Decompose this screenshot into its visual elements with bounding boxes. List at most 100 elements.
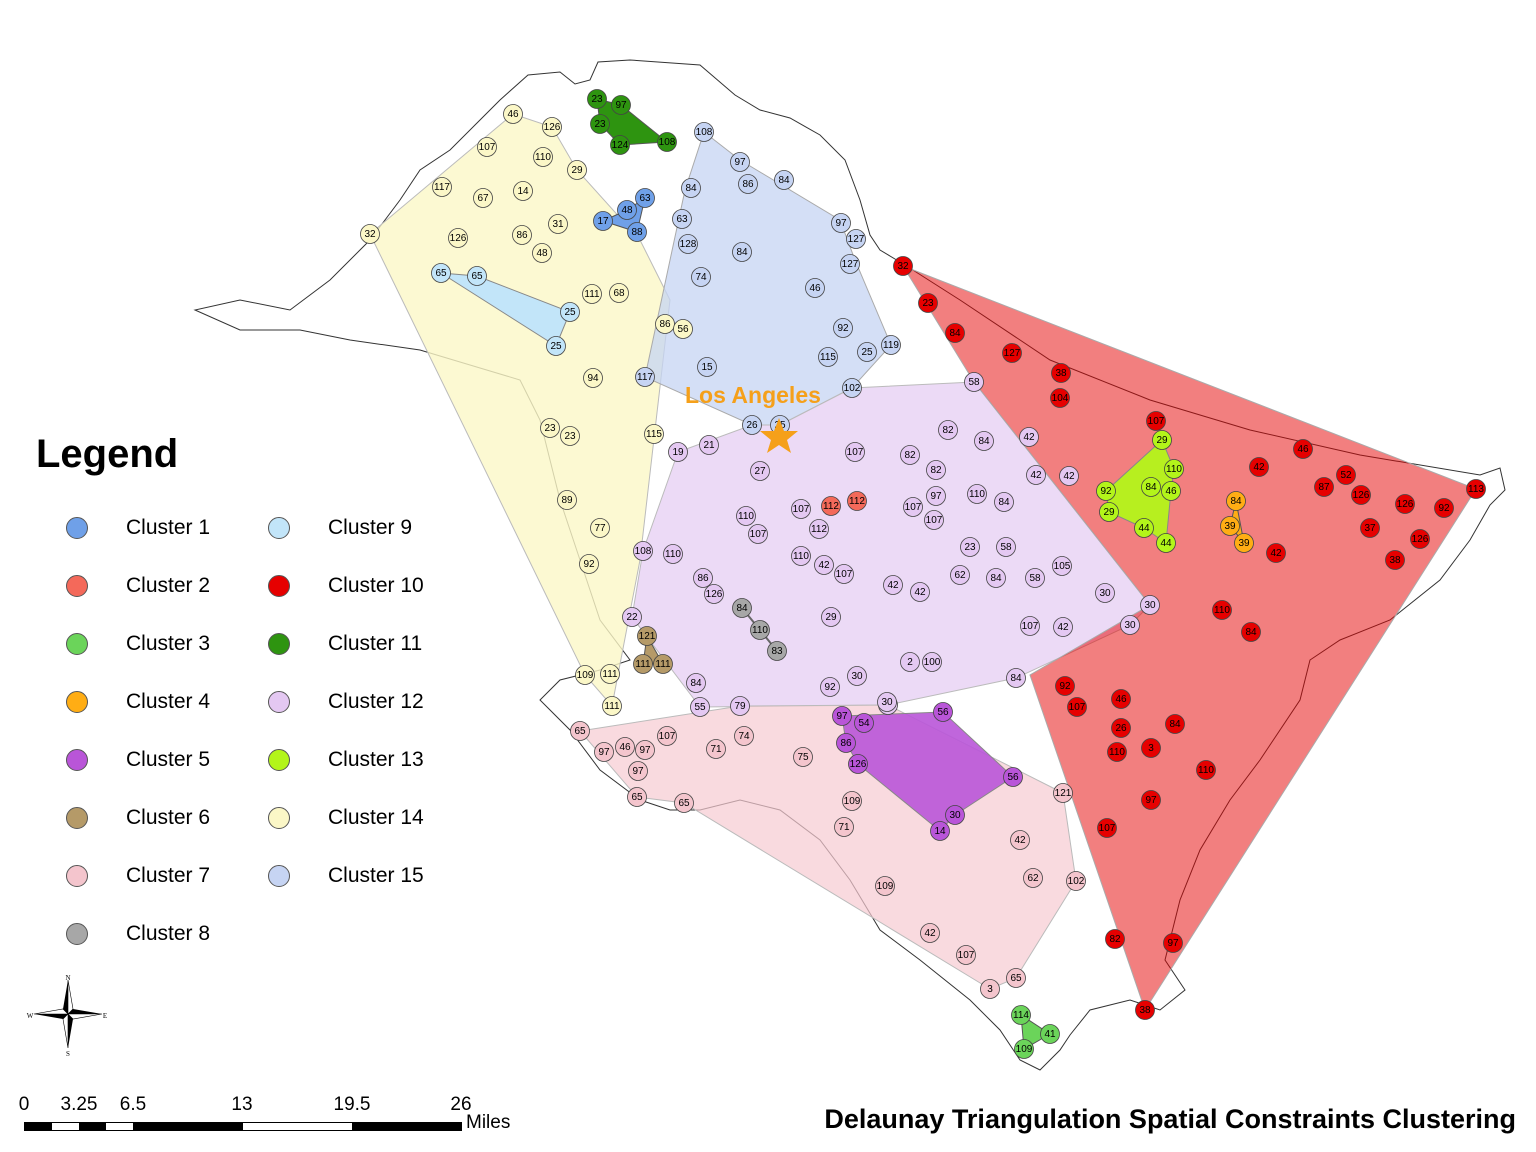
cluster-12-point-label: 55 (694, 702, 706, 713)
cluster-7-point-label: 102 (1068, 876, 1085, 887)
cluster-12-point-label: 42 (1063, 471, 1075, 482)
legend-swatch (268, 633, 290, 655)
cluster-14-point (360, 224, 380, 244)
cluster-7-point-label: 71 (710, 744, 722, 755)
cluster-10-point (1360, 518, 1380, 538)
cluster-14-point (512, 225, 532, 245)
cluster-10-point-label: 32 (897, 261, 909, 272)
cluster-12-point (903, 497, 923, 517)
cluster-12-point-label: 23 (964, 542, 976, 553)
cluster-13-point-label: 46 (1165, 486, 1177, 497)
cluster-12-point (663, 544, 683, 564)
cluster-15-point-label: 128 (680, 239, 697, 250)
cluster-12-point (814, 555, 834, 575)
cluster-10-point (1141, 790, 1161, 810)
cluster-12-point (996, 537, 1016, 557)
cluster-14-point-label: 115 (646, 429, 662, 440)
scale-tick-label: 3.25 (60, 1094, 98, 1115)
cluster-10-point-label: 97 (1167, 938, 1179, 949)
cluster-12-point (622, 607, 642, 627)
cluster-10-point-label: 42 (1253, 462, 1265, 473)
cluster-15-point (697, 357, 717, 377)
cluster-14-point-label: 111 (602, 669, 618, 680)
cluster-10-point (1141, 738, 1161, 758)
legend-item-cluster-2: Cluster 2 (66, 571, 210, 601)
cluster-12-point (1020, 616, 1040, 636)
cluster-14-point-label: 86 (659, 319, 671, 330)
cluster-12-point-label: 110 (738, 511, 754, 522)
legend-title: Legend (36, 432, 179, 476)
legend-label: Cluster 15 (328, 864, 424, 887)
cluster-12-point (1026, 465, 1046, 485)
cluster-10-point-label: 84 (1169, 719, 1181, 730)
cluster-5-point (832, 706, 852, 726)
cluster-12-point (994, 492, 1014, 512)
cluster-10-point (1051, 363, 1071, 383)
cluster-13-point-label: 110 (1166, 464, 1182, 475)
cluster-14-point (448, 228, 468, 248)
cluster-5-point (854, 713, 874, 733)
legend-swatch (66, 923, 88, 945)
cluster-13-point (1099, 502, 1119, 522)
cluster-14-point (644, 424, 664, 444)
legend-item-cluster-5: Cluster 5 (66, 745, 210, 775)
cluster-15-point (833, 318, 853, 338)
cluster-7-point (920, 923, 940, 943)
cluster-15-point-label: 117 (637, 372, 653, 383)
cluster-10-point-label: 107 (1148, 416, 1165, 427)
cluster-12-point-label: 30 (881, 697, 893, 708)
cluster-12-point (986, 568, 1006, 588)
cluster-7-point (628, 761, 648, 781)
cluster-13-point (1161, 481, 1181, 501)
cluster-10-point (1266, 543, 1286, 563)
cluster-12-point (699, 435, 719, 455)
cluster-10-point (1146, 411, 1166, 431)
cluster-7-point (635, 740, 655, 760)
cluster-14-point (567, 160, 587, 180)
legend-swatch (268, 749, 290, 771)
cluster-12-point (748, 524, 768, 544)
cluster-12-point (1019, 427, 1039, 447)
cluster-15-point-label: 26 (746, 420, 758, 431)
cluster-3-point-label: 41 (1044, 1029, 1056, 1040)
cluster-14-point-label: 23 (544, 423, 556, 434)
cluster-12-point (1059, 466, 1079, 486)
cluster-13-point (1134, 518, 1154, 538)
cluster-14-point (560, 426, 580, 446)
cluster-12-point (877, 692, 897, 712)
cluster-1-point (635, 188, 655, 208)
cluster-12-point (791, 499, 811, 519)
cluster-7-point-label: 75 (797, 752, 809, 763)
cluster-15-point-label: 127 (842, 259, 859, 270)
cluster-14-point-label: 111 (584, 289, 600, 300)
cluster-7-point (842, 791, 862, 811)
legend-item-cluster-8: Cluster 8 (66, 919, 210, 949)
cluster-11-point (590, 114, 610, 134)
cluster-12-point (821, 607, 841, 627)
legend-item-cluster-6: Cluster 6 (66, 803, 210, 833)
cluster-5-point (1003, 767, 1023, 787)
cluster-14-point-label: 67 (477, 193, 489, 204)
cluster-15-point-label: 25 (861, 347, 873, 358)
cluster-6-point (633, 654, 653, 674)
cluster-2-point-label: 112 (849, 496, 865, 507)
cluster-7-point (980, 979, 1000, 999)
cluster-12-point (924, 510, 944, 530)
cluster-14-point (583, 368, 603, 388)
cluster-14-point-label: 77 (594, 523, 606, 534)
cluster-14-point (533, 147, 553, 167)
cluster-10-point (1466, 479, 1486, 499)
cluster-10-point-label: 92 (1059, 681, 1071, 692)
cluster-9-point-label: 65 (435, 268, 447, 279)
cluster-3-point (1014, 1039, 1034, 1059)
cluster-5-point (930, 821, 950, 841)
cluster-7-point (1053, 783, 1073, 803)
cluster-10-point-label: 126 (1412, 534, 1429, 545)
cluster-7-point-label: 42 (924, 928, 936, 939)
cluster-5-point (848, 754, 868, 774)
cluster-4-point (1220, 516, 1240, 536)
cluster-6-point-label: 111 (635, 659, 651, 670)
cluster-12-point-label: 21 (703, 440, 715, 451)
cluster-14-point (513, 181, 533, 201)
